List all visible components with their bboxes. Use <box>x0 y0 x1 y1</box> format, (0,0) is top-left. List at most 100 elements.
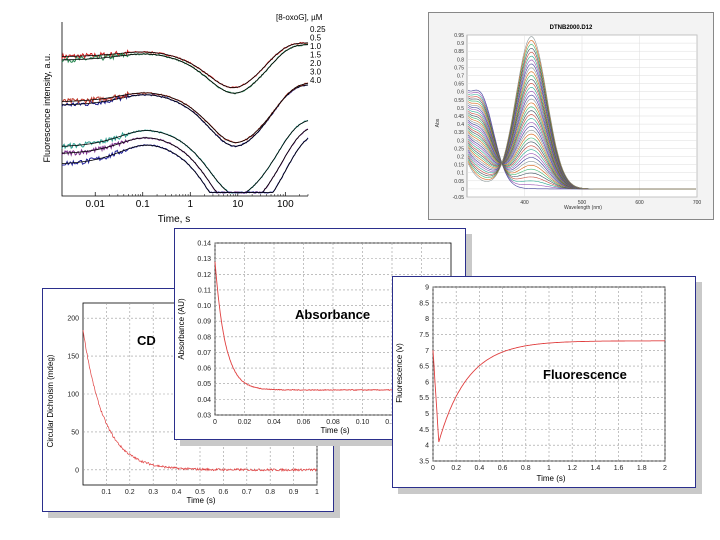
dtnb-x-tick-label: 700 <box>693 200 702 206</box>
x-tick-label: 0.10 <box>356 419 370 426</box>
dtnb-y-tick-label: 0.45 <box>454 114 464 120</box>
x-tick-label: 0.04 <box>267 419 281 426</box>
dtnb-y-tick-label: 0.5 <box>457 106 464 112</box>
x-tick-label: 0.9 <box>289 489 299 496</box>
fl-y-label: Fluorescence (v) <box>395 343 404 403</box>
fluorescence-chart: Fluorescence (v) Time (s) Fluorescence 0… <box>395 285 667 484</box>
y-tick-label: 0.12 <box>197 272 211 279</box>
dtnb-title: DTNB2000.D12 <box>550 25 593 31</box>
sf-x-label: Time, s <box>158 214 190 225</box>
y-tick-label: 0 <box>75 467 79 474</box>
y-tick-label: 5.5 <box>419 395 429 402</box>
x-tick-label: 0.08 <box>326 419 340 426</box>
sf-x-tick-label: 0.1 <box>136 199 150 210</box>
x-tick-label: 0.4 <box>172 489 182 496</box>
dtnb-y-tick-label: 0.25 <box>454 146 464 152</box>
sf-fit-2.0 <box>62 120 309 193</box>
dtnb-y-tick-label: 0.65 <box>454 82 464 88</box>
abs-y-label: Absorbance (AU) <box>177 298 186 360</box>
sf-fit-3.0 <box>61 128 309 193</box>
x-tick-label: 0.2 <box>451 465 461 472</box>
absorbance-label: Absorbance <box>295 307 370 322</box>
x-tick-label: 1.4 <box>591 465 601 472</box>
cd-label: CD <box>137 333 156 348</box>
y-tick-label: 0.07 <box>197 350 211 357</box>
x-tick-label: 2 <box>663 465 667 472</box>
x-tick-label: 0.5 <box>195 489 205 496</box>
sf-legend-item: 4.0 <box>310 76 322 85</box>
y-tick-label: 6 <box>425 379 429 386</box>
y-tick-label: 200 <box>67 316 79 323</box>
y-tick-label: 6.5 <box>419 364 429 371</box>
x-tick-label: 1 <box>315 489 319 496</box>
x-tick-label: 0.02 <box>238 419 252 426</box>
x-tick-label: 0.1 <box>102 489 112 496</box>
y-tick-label: 4 <box>425 443 429 450</box>
y-tick-label: 9 <box>425 285 429 292</box>
dtnb-y-tick-label: 0.8 <box>457 57 464 63</box>
x-tick-label: 0.7 <box>242 489 252 496</box>
stopped-flow-panel: Fluorescence intensity, a.u. Time, s [8-… <box>40 8 330 230</box>
dtnb-y-tick-label: 0.95 <box>454 33 464 39</box>
y-tick-label: 0.14 <box>197 241 211 248</box>
fluorescence-card: Fluorescence (v) Time (s) Fluorescence 0… <box>392 276 696 488</box>
y-tick-label: 7 <box>425 348 429 355</box>
dtnb-y-tick-label: 0.1 <box>457 171 464 177</box>
sf-fit-1.0 <box>62 84 309 147</box>
sf-x-tick-label: 100 <box>277 199 294 210</box>
dtnb-x-tick-label: 500 <box>578 200 587 206</box>
dtnb-y-tick-label: 0.2 <box>457 155 464 161</box>
sf-trace-4.0 <box>61 137 309 194</box>
sf-fit-4.0 <box>61 138 309 193</box>
sf-fit-0.25 <box>62 42 308 89</box>
x-tick-label: 0 <box>213 419 217 426</box>
sf-legend-item: 1.5 <box>310 51 322 60</box>
y-tick-label: 4.5 <box>419 427 429 434</box>
sf-x-tick-label: 10 <box>232 199 244 210</box>
dtnb-y-tick-label: 0.3 <box>457 138 464 144</box>
x-tick-label: 0.8 <box>265 489 275 496</box>
cd-x-label: Time (s) <box>186 496 215 505</box>
y-tick-label: 150 <box>67 354 79 361</box>
sf-fit-1.5 <box>62 83 309 143</box>
dtnb-y-tick-label: 0.55 <box>454 98 464 104</box>
dtnb-y-tick-label: 0.05 <box>454 179 464 185</box>
dtnb-y-tick-label: 0.35 <box>454 130 464 136</box>
x-tick-label: 0.6 <box>219 489 229 496</box>
fl-x-label: Time (s) <box>536 474 565 483</box>
sf-legend-item: 2.0 <box>310 59 322 68</box>
y-tick-label: 8 <box>425 316 429 323</box>
y-tick-label: 0.05 <box>197 381 211 388</box>
dtnb-y-tick-label: 0.9 <box>457 41 464 47</box>
x-tick-label: 0.2 <box>125 489 135 496</box>
y-tick-label: 3.5 <box>419 459 429 466</box>
dtnb-chart: DTNB2000.D12 Abs Wavelength (nm) -0.05 0 0… <box>435 25 702 211</box>
y-tick-label: 0.08 <box>197 334 211 341</box>
x-tick-label: 1.2 <box>567 465 577 472</box>
dtnb-y-tick-label: 0.85 <box>454 49 464 55</box>
sf-legend-item: 3.0 <box>310 68 322 77</box>
x-tick-label: 1 <box>547 465 551 472</box>
sf-x-tick-label: 1 <box>187 199 193 210</box>
sf-fit-0.5 <box>62 44 308 94</box>
dtnb-x-tick-label: 600 <box>635 200 644 206</box>
x-tick-label: 1.6 <box>614 465 624 472</box>
dtnb-y-label: Abs <box>435 118 441 127</box>
kinetic-trace <box>82 330 318 473</box>
x-tick-label: 0 <box>431 465 435 472</box>
y-tick-label: 0.04 <box>197 397 211 404</box>
y-tick-label: 8.5 <box>419 300 429 307</box>
sf-trace-1.5 <box>61 82 309 144</box>
y-tick-label: 0.09 <box>197 319 211 326</box>
sf-axes <box>61 22 308 197</box>
fluorescence-label: Fluorescence <box>543 367 627 382</box>
dtnb-panel: DTNB2000.D12 Abs Wavelength (nm) -0.05 0 0… <box>428 12 714 220</box>
y-tick-label: 5 <box>425 411 429 418</box>
kinetic-trace <box>432 340 665 443</box>
dtnb-x-tick-label: 400 <box>520 200 529 206</box>
sf-y-label: Fluorescence intensity, a.u. <box>42 54 52 163</box>
y-tick-label: 0.13 <box>197 256 211 263</box>
dtnb-y-tick-label: 0.7 <box>457 74 464 80</box>
sf-trace-0.5 <box>61 43 309 95</box>
y-tick-label: 0.06 <box>197 366 211 373</box>
